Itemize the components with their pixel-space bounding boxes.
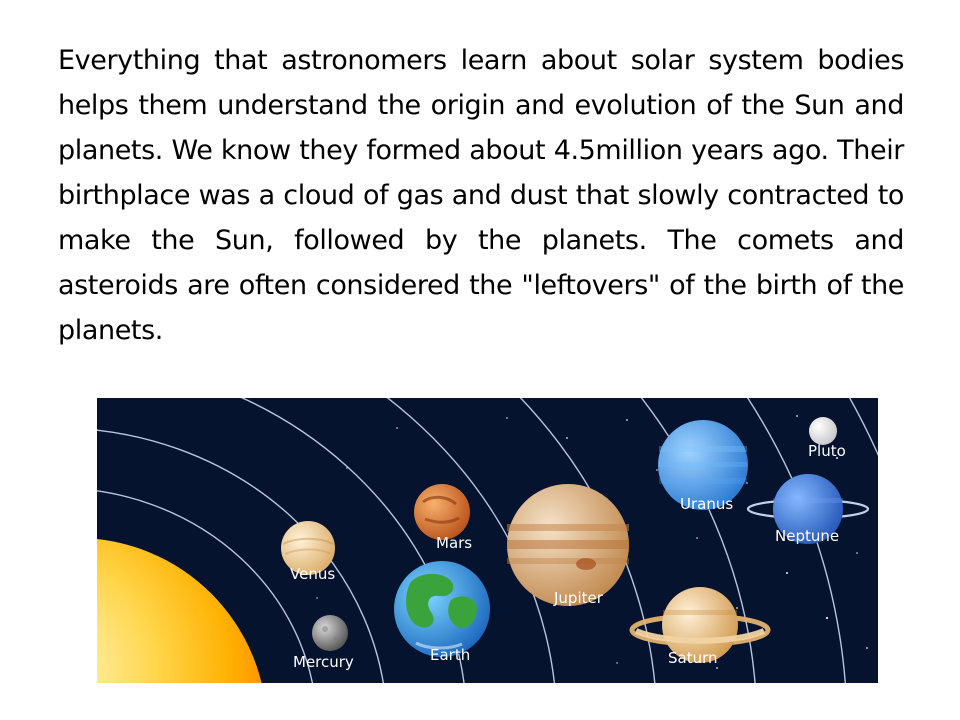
- venus-icon: [281, 521, 335, 575]
- solar-system-svg: Mercury Venus Earth Mars: [97, 398, 878, 683]
- mercury-icon: [312, 615, 348, 651]
- uranus-icon: [658, 420, 748, 510]
- saturn-label: Saturn: [668, 649, 718, 667]
- neptune-icon: [746, 474, 870, 544]
- paragraph-solar-system-origin: Everything that astronomers learn about …: [58, 45, 904, 346]
- mars-icon: [414, 484, 470, 540]
- mercury-label: Mercury: [293, 653, 354, 671]
- pluto-icon: [809, 417, 837, 445]
- pluto-label: Pluto: [808, 442, 846, 460]
- saturn-icon: [629, 587, 771, 663]
- earth-label: Earth: [430, 646, 470, 664]
- jupiter-label: Jupiter: [553, 589, 604, 607]
- uranus-label: Uranus: [680, 495, 733, 513]
- earth-icon: [394, 561, 490, 657]
- mars-label: Mars: [436, 534, 472, 552]
- neptune-label: Neptune: [775, 527, 839, 545]
- jupiter-icon: [507, 484, 629, 606]
- sun-icon: [97, 539, 262, 683]
- venus-label: Venus: [290, 565, 335, 583]
- solar-system-illustration: Mercury Venus Earth Mars: [97, 398, 878, 683]
